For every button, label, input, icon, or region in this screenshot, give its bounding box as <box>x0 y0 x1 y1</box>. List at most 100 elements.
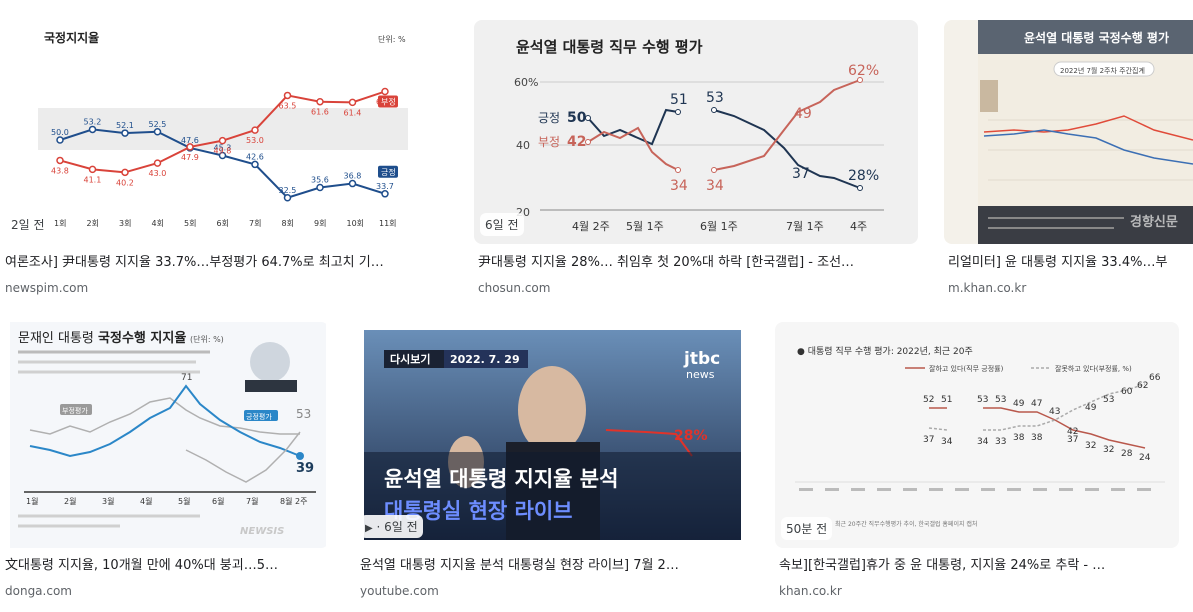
data-label: 41.1 <box>84 175 102 184</box>
x-tick-mark <box>903 488 917 491</box>
chart-unit: (단위: %) <box>190 334 224 344</box>
footnote: 최근 20주간 직무수행평가 추이, 한국갤럽 홈페이지 캡처 <box>835 520 977 528</box>
x-tick: 4월 2주 <box>572 220 610 233</box>
result-title[interactable]: 尹대통령 지지율 28%… 취임후 첫 20%대 하락 [한국갤럽] - 조선… <box>478 255 855 270</box>
x-tick: 4주 <box>850 220 867 233</box>
pos-value: 37 <box>1067 435 1078 445</box>
data-point <box>218 136 227 145</box>
x-tick-label: 4회 <box>152 219 164 228</box>
data-label: 49.8 <box>214 147 232 156</box>
pos-name: 긍정 <box>538 111 560 125</box>
data-label: 42.6 <box>246 152 264 161</box>
data-label: 47.6 <box>181 136 199 145</box>
neg-label: 34 <box>670 178 688 194</box>
x-tick: 4월 <box>140 496 152 506</box>
pos-label: 37 <box>792 166 810 182</box>
data-point <box>56 156 64 165</box>
result-title[interactable]: 윤석열 대통령 지지율 분석 대통령실 현장 라이브] 7월 2… <box>360 558 679 573</box>
neg-value: 34 <box>941 437 953 447</box>
pos-value: 24 <box>1139 453 1151 463</box>
neg-value: 38 <box>1031 433 1043 443</box>
neg-value: 38 <box>1013 433 1025 443</box>
pos-value: 49 <box>1013 399 1025 409</box>
data-point <box>218 151 227 160</box>
neg-end: 62% <box>848 63 879 79</box>
age-badge: ▶ · 6일 전 <box>360 515 423 538</box>
x-tick: 6월 <box>212 496 224 506</box>
pos-value: 53 <box>977 395 988 405</box>
x-tick-mark <box>1085 488 1099 491</box>
chart-heading: 윤석열 대통령 국정수행 평가 <box>1024 30 1169 45</box>
pct-label: 28% <box>674 428 708 444</box>
series-tag-label: 긍정 <box>381 167 396 177</box>
x-tick-mark <box>929 488 943 491</box>
neg-value: 42 <box>1067 427 1078 437</box>
x-tick-label: 7회 <box>249 219 261 228</box>
data-point <box>283 194 292 202</box>
neg-value: 60 <box>1121 387 1133 397</box>
neg-value: 53 <box>1103 395 1114 405</box>
x-tick-mark <box>851 488 865 491</box>
video-line1: 윤석열 대통령 지지율 분석 <box>384 467 618 491</box>
x-tick: 6월 1주 <box>700 220 738 233</box>
moon-approval-chart: 문재인 대통령 국정수행 지지율 (단위: %) 부정평가 긍정평가 71 39… <box>10 322 326 548</box>
video-thumbnail: 다시보기 2022. 7. 29 jtbc news 28% 윤석열 대통령 지… <box>364 330 741 540</box>
data-point <box>121 168 129 177</box>
pos-value: 32 <box>1085 441 1096 451</box>
pos-label: 51 <box>670 92 688 108</box>
thumbnail-2[interactable]: 윤석열 대통령 국정수행 평가 2022년 7월 2주차 주간집계 경향신문 <box>944 20 1193 244</box>
x-tick-label: 3회 <box>119 219 131 228</box>
logo-a: jtbc <box>683 349 720 369</box>
gallup-chart: ● 대통령 직무 수행 평가: 2022년, 최근 20주 잘하고 있다(직무 … <box>795 345 1165 528</box>
result-title[interactable]: 속보][한국갤럽]휴가 중 윤 대통령, 지지율 24%로 추락 - … <box>779 558 1106 573</box>
result-source[interactable]: youtube.com <box>360 584 439 598</box>
end-neg: 53 <box>296 407 311 421</box>
x-tick-mark <box>1111 488 1125 491</box>
watermark: 경향신문 <box>1130 214 1178 230</box>
x-tick: 5월 <box>178 496 190 506</box>
thumbnail-4[interactable]: 다시보기 2022. 7. 29 jtbc news 28% 윤석열 대통령 지… <box>356 322 749 548</box>
heading-a: 문재인 대통령 <box>18 331 98 346</box>
pos-value: 47 <box>1031 399 1042 409</box>
result-source[interactable]: newspim.com <box>5 281 89 295</box>
data-label: 53.0 <box>246 136 264 145</box>
neg-label: 부정평가 <box>62 406 88 415</box>
result-title[interactable]: 리얼미터] 윤 대통령 지지율 33.4%…부 <box>948 255 1168 270</box>
result-source[interactable]: chosun.com <box>478 281 551 295</box>
thumbnail-0[interactable]: 국정지지율 단위: % 1회 2회 3회 4회 5회 6회 7회 8회 9회 10회 11회 50.0… <box>0 20 446 244</box>
watermark: NEWSIS <box>240 526 284 537</box>
x-tick: 1월 <box>26 496 38 506</box>
approval-line-chart: 국정지지율 단위: % 1회 2회 3회 4회 5회 6회 7회 8회 9회 10회 11회 50.0… <box>38 30 408 228</box>
data-label: 50.0 <box>51 128 69 137</box>
chart-subheading: 2022년 7월 2주차 주간집계 <box>1060 66 1145 75</box>
pos-value: 53 <box>995 395 1006 405</box>
svg-text:문재인 대통령 국정수행 지지율: 문재인 대통령 국정수행 지지율 <box>18 330 186 346</box>
result-title[interactable]: 여론조사] 尹대통령 지지율 33.7%…부정평가 64.7%로 최고치 기… <box>5 255 384 270</box>
data-label: 43.0 <box>149 169 167 178</box>
neg-label: 34 <box>706 178 724 194</box>
data-point <box>283 91 292 100</box>
x-tick-mark <box>1059 488 1073 491</box>
neg-value: 49 <box>1085 403 1097 413</box>
thumbnail-3[interactable]: 문재인 대통령 국정수행 지지율 (단위: %) 부정평가 긍정평가 71 39… <box>0 322 329 548</box>
pos-label: 53 <box>706 90 724 106</box>
data-point <box>316 97 324 106</box>
x-tick: 8월 2주 <box>280 496 307 506</box>
data-point <box>88 165 97 174</box>
thumbnail-1[interactable]: 윤석열 대통령 직무 수행 평가 60% 40 20 4월 2주 5월 1주 6… <box>474 20 918 244</box>
result-source[interactable]: donga.com <box>5 584 72 598</box>
neg-value: 34 <box>977 437 989 447</box>
result-title[interactable]: 文대통령 지지율, 10개월 만에 40%대 붕괴…5… <box>5 558 278 573</box>
result-source[interactable]: m.khan.co.kr <box>948 281 1027 295</box>
data-point <box>316 183 324 192</box>
chart-heading: 국정지지율 <box>44 30 99 45</box>
data-label: 45.3 <box>214 144 232 153</box>
x-tick: 3월 <box>102 496 114 506</box>
data-label: 52.1 <box>116 121 134 130</box>
neg-label: 49 <box>794 106 812 122</box>
thumbnail-5[interactable]: ● 대통령 직무 수행 평가: 2022년, 최근 20주 잘하고 있다(직무 … <box>775 322 1179 548</box>
data-label: 61.6 <box>311 108 329 117</box>
data-point <box>251 160 259 169</box>
result-source[interactable]: khan.co.kr <box>779 584 842 598</box>
data-point <box>153 159 162 167</box>
